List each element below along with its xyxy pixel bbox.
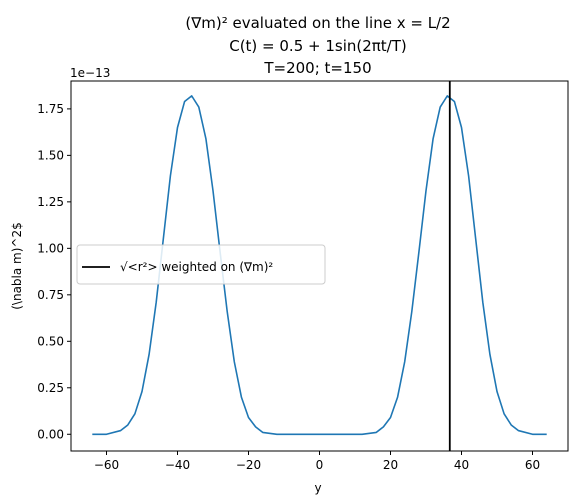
y-axis-label: (\nabla m)^2$ xyxy=(10,222,24,310)
y-tick-label: 0.25 xyxy=(37,381,64,395)
x-tick-label: 20 xyxy=(383,458,398,472)
x-tick-label: −20 xyxy=(236,458,261,472)
y-axis: 0.00 0.25 0.50 0.75 1.00 1.25 1.50 1.75 xyxy=(37,102,71,441)
y-tick-label: 1.50 xyxy=(37,148,64,162)
legend-box xyxy=(76,244,326,285)
y-tick-label: 0.75 xyxy=(37,288,64,302)
y-tick-label: 1.25 xyxy=(37,195,64,209)
y-tick-label: 0.50 xyxy=(37,334,64,348)
plot-area xyxy=(92,81,547,451)
legend-entry-label: √<r²> weighted on (∇m)² xyxy=(120,260,273,274)
chart-title: (∇m)² evaluated on the line x = L/2 C(t)… xyxy=(185,14,450,77)
x-tick-label: 40 xyxy=(454,458,469,472)
title-line-3: T=200; t=150 xyxy=(263,59,371,77)
y-offset-label: 1e−13 xyxy=(70,66,110,80)
legend: √<r²> weighted on (∇m)² xyxy=(76,244,326,285)
series-line-0 xyxy=(92,95,547,436)
y-tick-label: 1.00 xyxy=(37,241,64,255)
x-axis: −60 −40 −20 0 20 40 60 xyxy=(94,451,540,472)
y-tick-label: 1.75 xyxy=(37,102,64,116)
x-tick-label: 0 xyxy=(316,458,324,472)
x-tick-label: −40 xyxy=(165,458,190,472)
x-axis-label: y xyxy=(314,481,321,495)
title-line-2: C(t) = 0.5 + 1sin(2πt/T) xyxy=(229,37,407,55)
y-tick-label: 0.00 xyxy=(37,427,64,441)
x-tick-label: −60 xyxy=(94,458,119,472)
title-line-1: (∇m)² evaluated on the line x = L/2 xyxy=(185,14,450,32)
x-tick-label: 60 xyxy=(525,458,540,472)
